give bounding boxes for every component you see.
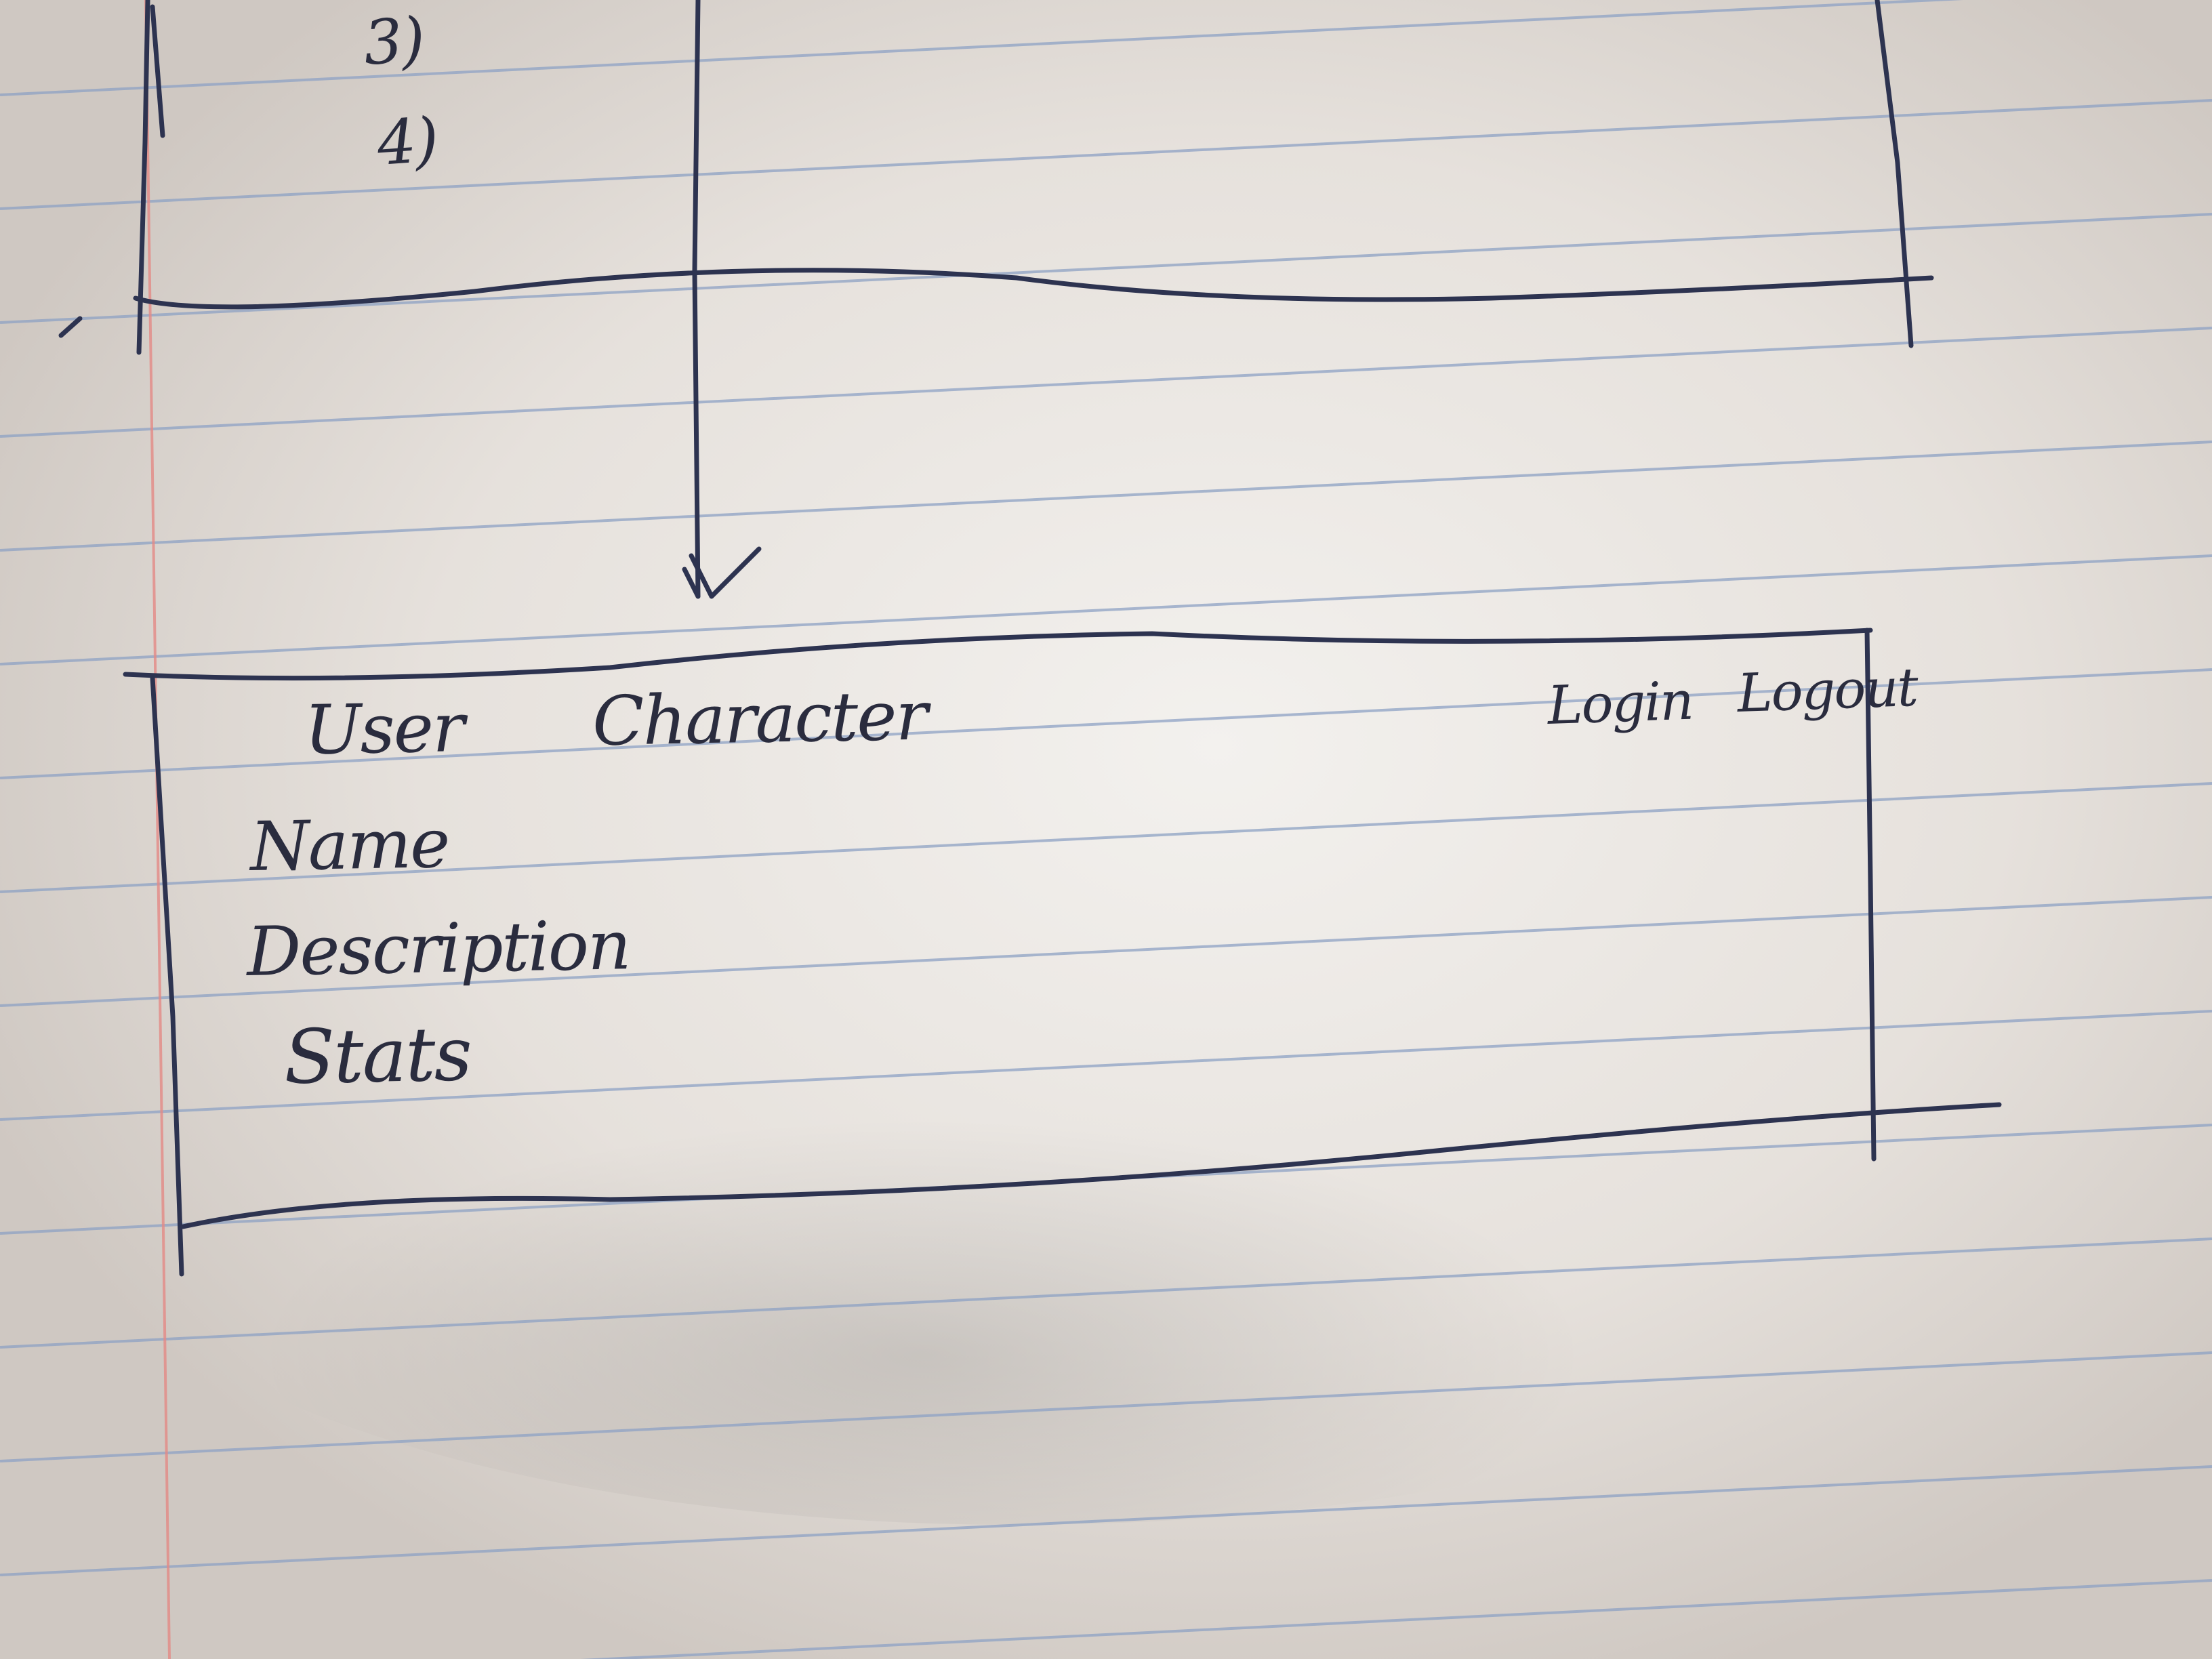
field-name: Name: [249, 803, 450, 886]
field-description: Description: [246, 905, 631, 991]
wireframe-bottom-edge: [180, 1102, 2002, 1229]
ruled-line: [0, 1237, 2212, 1349]
ruled-line: [0, 213, 2212, 324]
list-item-3: 3): [361, 4, 426, 79]
upper-box-tick: [150, 4, 165, 138]
ruled-line: [0, 441, 2212, 552]
ruled-line: [0, 1465, 2212, 1576]
ruled-line: [0, 1010, 2212, 1121]
nav-character: Character: [592, 676, 928, 761]
list-item-4: 4): [375, 104, 440, 180]
ruled-line: [0, 668, 2212, 779]
field-stats: Stats: [283, 1010, 472, 1101]
ruled-line: [0, 99, 2212, 210]
nav-logout: Logout: [1736, 657, 1919, 724]
upper-box-bottom-edge: [133, 268, 1934, 310]
ruled-line: [0, 0, 1963, 96]
ruled-line: [0, 327, 2212, 438]
ruled-line: [0, 896, 2212, 1007]
ruled-line: [580, 1579, 2212, 1659]
nav-login: Login: [1547, 670, 1694, 737]
wireframe-top-edge: [123, 628, 1873, 681]
ruled-line: [0, 1351, 2212, 1462]
upper-box-left-edge: [136, 0, 150, 355]
wireframe-left-edge: [150, 675, 184, 1277]
wireframe-right-edge: [1864, 628, 1877, 1162]
arrow-head-tip: [682, 567, 701, 599]
ruled-line: [0, 554, 2212, 665]
upper-box-right-edge: [1875, 0, 1914, 348]
arrow-shaft: [692, 0, 701, 599]
margin-line: [144, 0, 171, 1659]
arrow-head: [689, 546, 762, 599]
stray-mark: [58, 316, 83, 338]
nav-user: User: [304, 687, 464, 770]
ruled-line: [0, 782, 2212, 893]
ink-strokes: [58, 0, 2002, 1277]
